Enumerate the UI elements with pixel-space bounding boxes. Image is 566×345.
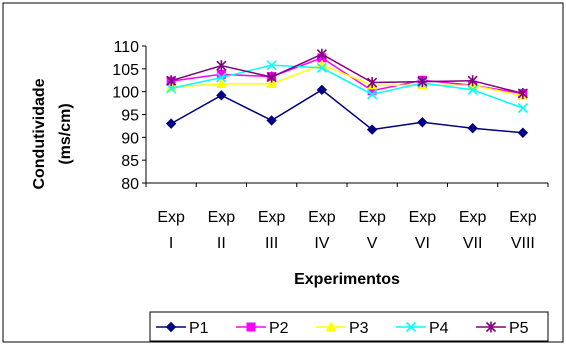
data-point-P4 — [216, 72, 227, 83]
data-point-P4 — [166, 83, 177, 94]
series-line-P4 — [170, 64, 524, 109]
y-tick-label: 110 — [113, 39, 139, 56]
data-point-P4 — [467, 84, 478, 95]
data-point-P4 — [266, 60, 277, 71]
y-tick-label: 105 — [112, 62, 139, 79]
legend-marker — [165, 321, 177, 333]
data-point-P5 — [467, 75, 478, 87]
x-tick-label: Exp — [358, 209, 386, 226]
legend-label: P1 — [189, 320, 209, 337]
y-tick-label: 100 — [112, 85, 139, 102]
x-tick-label: IV — [314, 235, 329, 252]
legend-marker — [405, 321, 417, 333]
x-tick-label: VII — [463, 235, 483, 252]
x-tick-label: Exp — [258, 209, 286, 226]
x-tick-label: III — [265, 235, 278, 252]
legend-label: P2 — [269, 320, 289, 337]
data-point-P5 — [316, 48, 327, 60]
series-line-P3 — [171, 63, 524, 97]
x-tick-label: Exp — [409, 209, 437, 226]
legend-entry-P5: P5 — [476, 320, 529, 337]
y-tick-label: 90 — [121, 130, 139, 147]
legend-label: P4 — [429, 320, 449, 337]
series-P1 — [165, 84, 529, 138]
data-point-P4 — [517, 103, 528, 114]
legend-entry-P2: P2 — [236, 320, 289, 337]
data-point-P1 — [366, 124, 378, 135]
x-tick-label: VIII — [511, 235, 535, 252]
x-tick-label: V — [367, 235, 378, 252]
data-point-P5 — [517, 87, 528, 99]
data-point-P5 — [417, 76, 428, 88]
legend-marker — [485, 321, 497, 333]
legend-entry-P4: P4 — [396, 320, 449, 337]
legend-marker — [325, 321, 337, 332]
y-tick-label: 80 — [121, 176, 139, 193]
x-tick-label: I — [169, 235, 173, 252]
legend-label: P3 — [349, 320, 369, 337]
x-tick-label: Exp — [308, 209, 336, 226]
x-tick-label: Exp — [157, 209, 185, 226]
y-axis-title-line1: Condutividade — [31, 78, 48, 189]
data-point-P4 — [316, 62, 327, 73]
x-tick-label: Exp — [208, 209, 236, 226]
legend: P1 P2 P3 P4 P5 — [149, 311, 549, 342]
data-point-P1 — [467, 122, 478, 134]
data-point-P5 — [266, 71, 277, 83]
series-line-P1 — [170, 88, 523, 134]
data-point-P4 — [367, 89, 378, 100]
series-line-P5 — [170, 53, 524, 95]
legend-entry-P3: P3 — [316, 320, 369, 337]
series-P5 — [166, 48, 528, 99]
data-point-P1 — [517, 127, 529, 138]
data-point-P3 — [216, 78, 227, 89]
x-axis-title: Experimentos — [294, 271, 400, 288]
data-point-P1 — [316, 84, 328, 96]
data-point-P1 — [417, 117, 428, 128]
x-tick-label: Exp — [459, 209, 487, 226]
series-P3 — [165, 59, 529, 100]
x-tick-label: Exp — [509, 209, 537, 226]
legend-label: P5 — [509, 320, 529, 337]
legend-marker — [246, 322, 256, 332]
data-point-P1 — [266, 115, 277, 126]
x-tick-label: VI — [415, 235, 430, 252]
x-tick-label: II — [217, 235, 226, 252]
y-axis-title-line2: (ms/cm) — [57, 103, 74, 164]
data-point-P3 — [266, 78, 277, 89]
data-point-P1 — [216, 90, 227, 101]
y-tick-label: 95 — [121, 108, 139, 125]
series-P4 — [166, 60, 528, 114]
axes: 80 85 90 95 100 105 110 Exp I Exp II Exp III Exp IV Exp… — [112, 39, 549, 252]
data-point-P5 — [166, 75, 177, 87]
legend-entry-P1: P1 — [156, 320, 209, 337]
data-point-P5 — [216, 60, 227, 72]
data-point-P1 — [165, 118, 177, 129]
y-tick-label: 85 — [121, 153, 139, 170]
series-group — [165, 48, 529, 138]
data-point-P5 — [367, 77, 378, 89]
